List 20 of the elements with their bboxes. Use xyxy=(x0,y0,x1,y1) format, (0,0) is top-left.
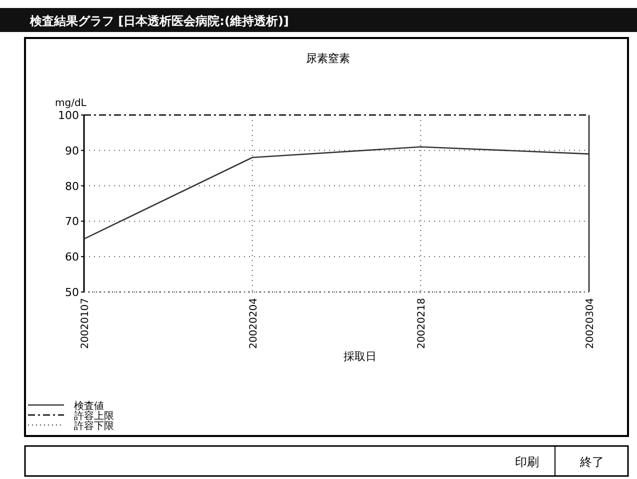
text: 印刷 xyxy=(515,455,539,469)
x-tick-label: 20020218 xyxy=(416,298,428,349)
x-tick-label: 20020107 xyxy=(80,298,91,349)
x-tick-label: 20020304 xyxy=(585,298,596,349)
y-tick-label: 70 xyxy=(65,215,79,228)
y-tick-label: 90 xyxy=(65,144,79,158)
line-series xyxy=(83,146,590,240)
text: 検査結果グラフ [日本透析医会病院:(維持透析)] xyxy=(29,14,289,28)
legend-label: 許容下限 xyxy=(74,420,114,432)
y-tick-label: 100 xyxy=(58,109,79,122)
legend-label: 許容上限 xyxy=(74,410,114,422)
chart-title: 尿素窒素 xyxy=(306,52,350,65)
y-tick-label: 60 xyxy=(65,250,79,264)
y-tick-label: 80 xyxy=(65,180,79,193)
x-tick-label: 20020204 xyxy=(248,298,260,349)
x-axis-title: 採取日 xyxy=(344,350,376,363)
legend-label: 検査値 xyxy=(74,400,104,412)
text: 終了 xyxy=(579,455,604,469)
y-axis-title: mg/dL xyxy=(55,98,87,109)
y-tick-label: 50 xyxy=(65,286,79,299)
